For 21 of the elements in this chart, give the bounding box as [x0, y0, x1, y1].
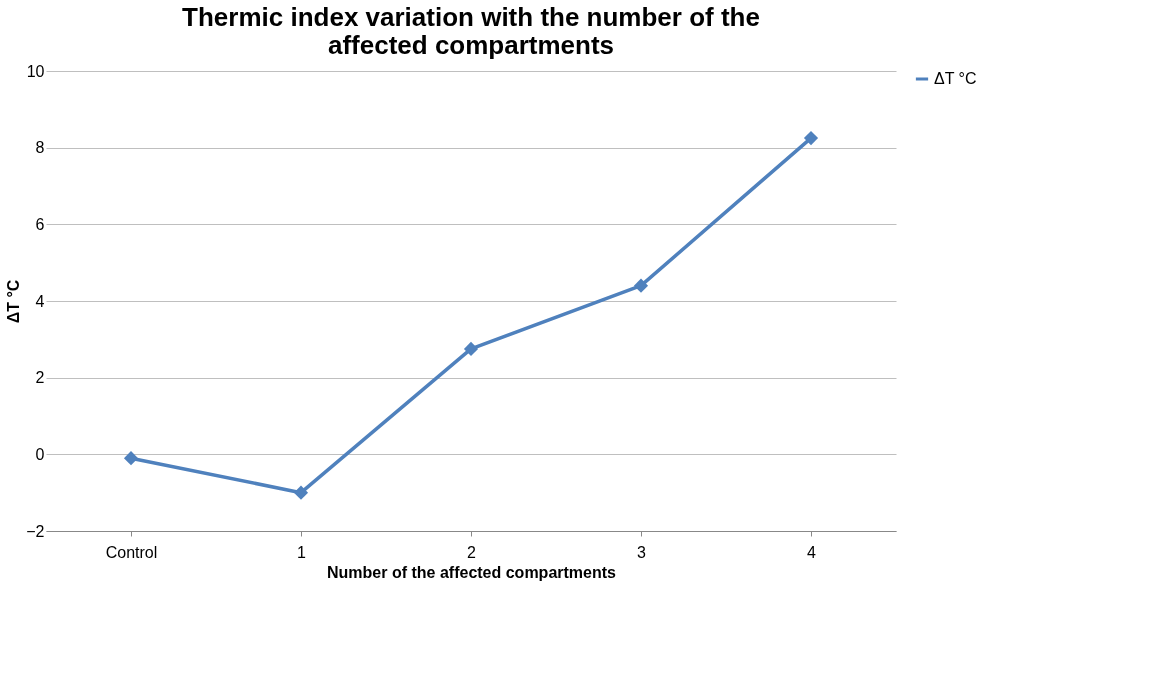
x-tick-label: 2 — [467, 543, 477, 561]
y-tick-label: 8 — [35, 139, 45, 157]
point — [803, 131, 819, 146]
y-tick-label: 4 — [35, 292, 45, 310]
y-tick-label: 0 — [35, 445, 45, 463]
y-axis-title: ΔT °C — [5, 279, 23, 324]
y-tick-label: −2 — [26, 522, 45, 540]
x-tick-label: Control — [105, 543, 158, 561]
x-axis-title: Number of the affected compartments — [327, 563, 617, 581]
point — [293, 485, 309, 500]
point — [123, 451, 139, 466]
legend-label: ΔT °C — [934, 70, 977, 87]
x-tick-label: 1 — [297, 543, 307, 561]
x-tick-label: 4 — [807, 543, 817, 561]
x-tick-label: 3 — [637, 543, 647, 561]
point — [633, 278, 649, 293]
chart-title: Thermic index variation with the number of the affected compartments — [182, 2, 760, 60]
y-tick-label: 6 — [35, 215, 45, 233]
y-tick-label: 10 — [26, 62, 45, 80]
point — [463, 341, 479, 356]
y-tick-label: 2 — [35, 369, 45, 387]
